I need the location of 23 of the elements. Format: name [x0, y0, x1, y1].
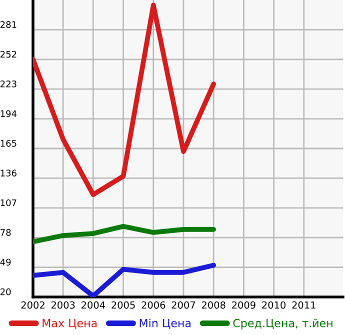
y-tick-label: 20	[0, 288, 11, 296]
y-tick-label: 223	[0, 80, 16, 88]
y-tick-label: 165	[0, 140, 16, 147]
y-tick-label: 107	[0, 199, 16, 206]
y-tick-label: 194	[0, 110, 17, 118]
y-tick-label: 252	[0, 50, 16, 58]
x-tick-label: 2009	[232, 301, 256, 309]
x-tick-label: 2004	[82, 301, 106, 309]
legend-label: Сред.Цена, т.йен	[233, 318, 332, 330]
y-tick-label: 49	[0, 258, 11, 266]
x-tick-label: 2011	[292, 301, 316, 309]
x-tick-label: 2010	[262, 301, 286, 309]
legend-label: Max Цена	[42, 319, 97, 329]
x-tick-label: 2003	[51, 301, 75, 309]
x-tick-label: 2008	[202, 301, 226, 309]
y-tick-label: 78	[0, 229, 11, 236]
x-tick-label: 2006	[142, 301, 166, 309]
x-tick-label: 2005	[112, 301, 135, 309]
x-tick-label: 2007	[172, 301, 196, 309]
x-tick-label: 2002	[21, 301, 44, 309]
y-tick-label: 136	[0, 170, 16, 176]
legend-label: Min Цена	[140, 318, 191, 329]
y-tick-label: 281	[0, 21, 16, 28]
